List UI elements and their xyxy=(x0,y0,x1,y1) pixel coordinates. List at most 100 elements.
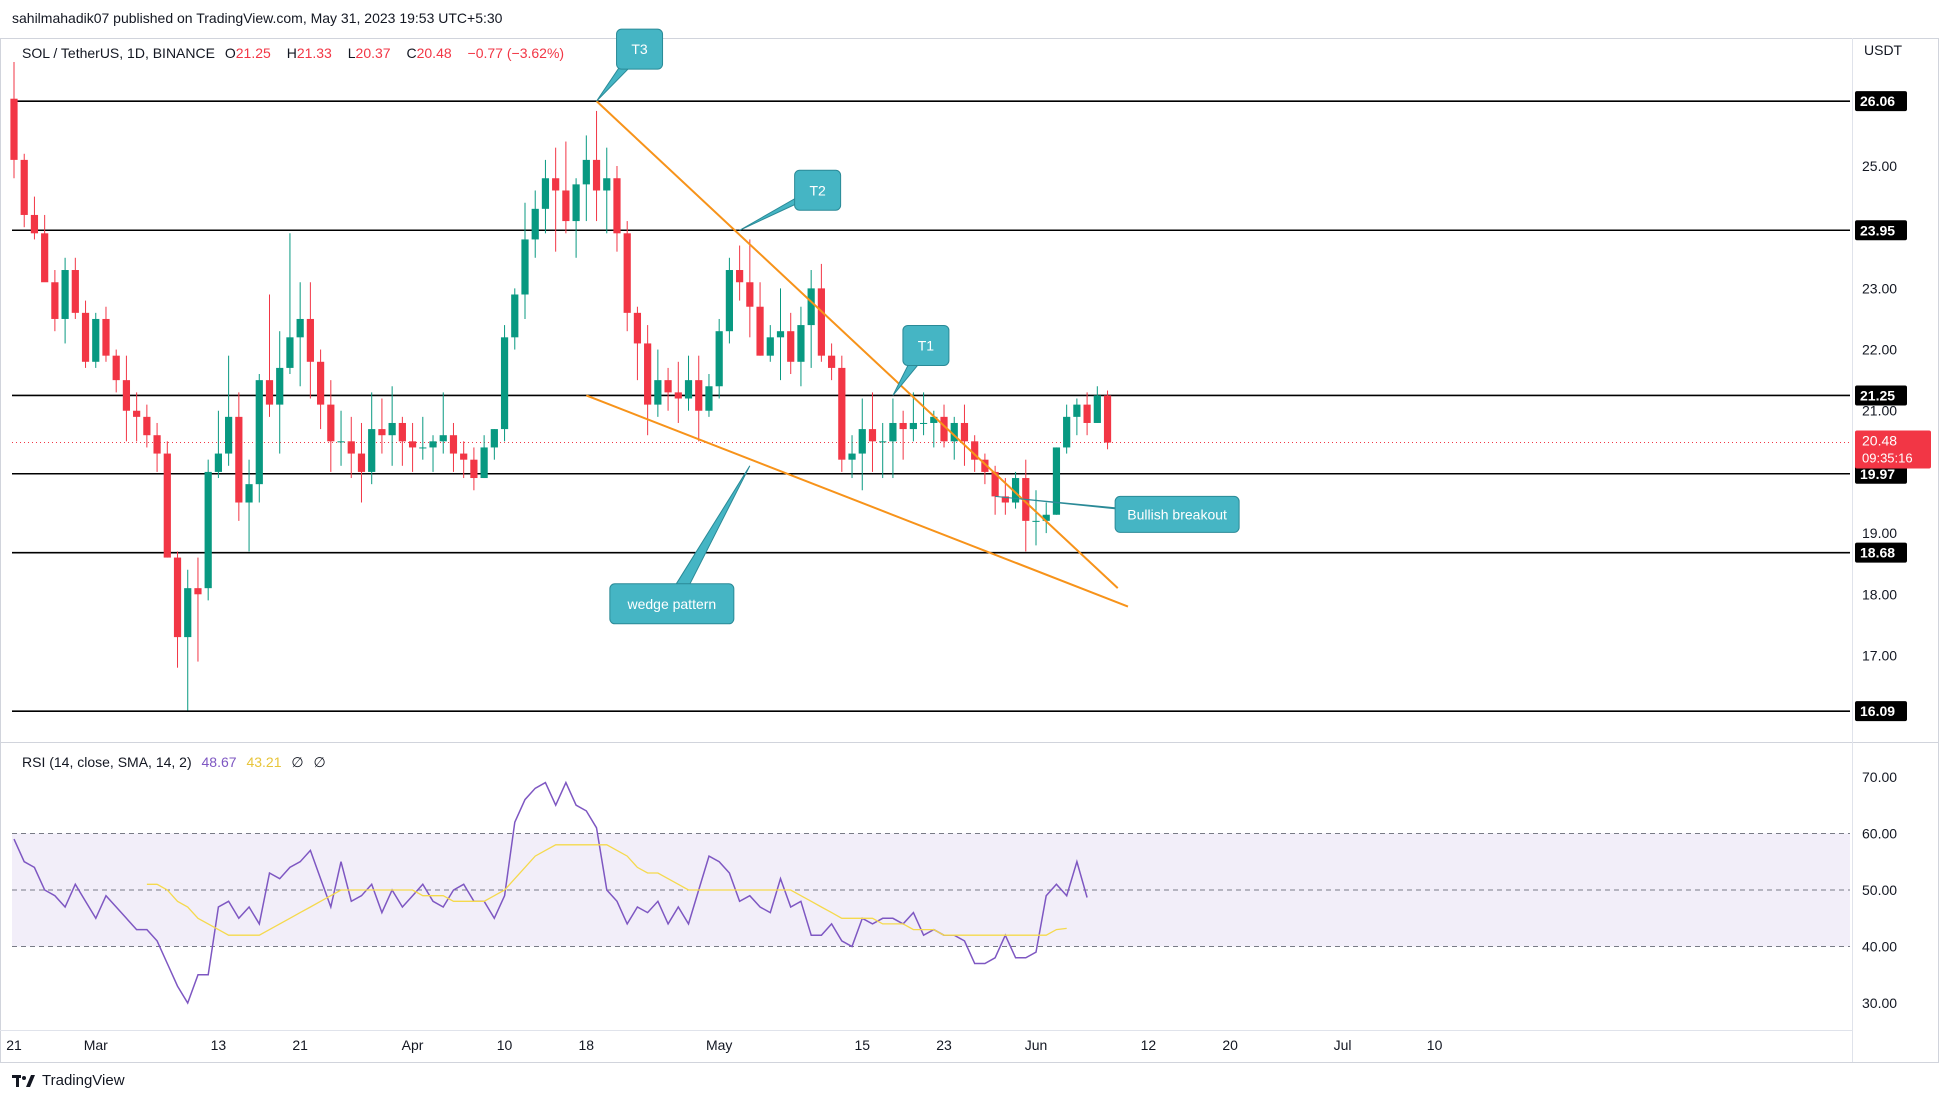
time-axis-tick: 10 xyxy=(1427,1037,1443,1053)
time-axis-tick: 21 xyxy=(6,1037,22,1053)
price-axis-tick: 25.00 xyxy=(1862,158,1897,174)
candle-body xyxy=(715,331,723,387)
candle-body xyxy=(919,422,928,424)
candle-body xyxy=(235,416,243,503)
candle-body xyxy=(776,331,785,338)
price-axis-tick: 19.00 xyxy=(1862,525,1897,541)
candle-body xyxy=(470,459,478,479)
candle-body xyxy=(1103,395,1112,443)
change-value: −0.77 (−3.62%) xyxy=(467,45,565,61)
candle-body xyxy=(30,214,39,234)
candle-body xyxy=(991,471,999,497)
candle-body xyxy=(613,178,621,234)
level-badge-label: 19.97 xyxy=(1860,466,1895,482)
level-badge xyxy=(1855,385,1907,406)
candle-body xyxy=(858,429,866,454)
low-value: 20.37 xyxy=(355,45,391,61)
candle-body xyxy=(306,318,314,362)
candle-body xyxy=(1063,416,1071,448)
callout-label: T1 xyxy=(918,337,935,353)
candle-body xyxy=(368,429,376,472)
candle-body xyxy=(317,361,325,405)
wedge-trendline xyxy=(585,394,1129,608)
rsi-title[interactable]: RSI (14, close, SMA, 14, 2) xyxy=(22,754,192,770)
candle-body xyxy=(1032,520,1040,522)
candle-body xyxy=(511,294,519,338)
candle-body xyxy=(51,282,59,319)
time-axis-tick: 23 xyxy=(936,1037,952,1053)
candle-body xyxy=(429,441,437,448)
candle-body xyxy=(623,233,631,313)
currency-label: USDT xyxy=(1864,42,1903,58)
candle-body xyxy=(552,178,560,191)
candle-body xyxy=(797,325,805,362)
time-axis-tick: Jul xyxy=(1334,1037,1352,1053)
time-axis-tick: 18 xyxy=(579,1037,595,1053)
candle-body xyxy=(725,270,733,332)
candle-body xyxy=(807,288,815,326)
candle-body xyxy=(378,429,386,436)
candle-body xyxy=(838,367,846,460)
candle-body xyxy=(184,588,192,638)
rsi-sma-line xyxy=(146,844,1067,936)
open-value: 21.25 xyxy=(235,45,271,61)
candle-body xyxy=(153,435,161,454)
time-axis-tick: 20 xyxy=(1222,1037,1238,1053)
time-axis-tick: 10 xyxy=(497,1037,513,1053)
candle-body xyxy=(133,410,141,417)
candle-body xyxy=(225,416,233,454)
chart-frame xyxy=(0,38,1939,1063)
close-label: C xyxy=(406,45,417,61)
price-axis-tick: 18.00 xyxy=(1862,586,1897,602)
candle-body xyxy=(204,471,212,589)
candle-body xyxy=(1052,447,1061,515)
candle-body xyxy=(1001,496,1009,503)
candle-body xyxy=(879,441,887,443)
rsi-axis-tick: 70.00 xyxy=(1862,769,1897,785)
time-axis-tick: 15 xyxy=(854,1037,870,1053)
candle-body xyxy=(664,380,672,393)
level-badge-label: 26.06 xyxy=(1860,93,1895,109)
symbol-legend: SOL / TetherUS, 1D, BINANCE O21.25 H21.3… xyxy=(22,45,570,61)
candle-body xyxy=(61,270,69,319)
candle-body xyxy=(848,453,856,460)
price-axis-tick: 22.00 xyxy=(1862,342,1897,358)
candle-body xyxy=(194,588,202,595)
candle-body xyxy=(695,380,703,411)
published-caption: sahilmahadik07 published on TradingView.… xyxy=(12,10,503,26)
tradingview-logo-icon xyxy=(12,1074,35,1087)
rsi-axis-tick: 50.00 xyxy=(1862,882,1897,898)
candle-body xyxy=(684,380,693,399)
tradingview-logo[interactable]: TradingView xyxy=(12,1072,125,1089)
level-badge-label: 18.68 xyxy=(1860,545,1895,561)
high-label: H xyxy=(286,45,297,61)
candle-body xyxy=(644,343,652,405)
candle-body xyxy=(572,184,580,222)
symbol-name[interactable]: SOL / TetherUS, 1D, BINANCE xyxy=(22,45,215,61)
callout-label: Bullish breakout xyxy=(1127,506,1227,522)
time-axis-tick: 21 xyxy=(292,1037,308,1053)
candle-body xyxy=(603,178,611,191)
level-badge-label: 23.95 xyxy=(1860,222,1895,238)
candle-body xyxy=(950,422,958,442)
level-badge-label: 21.25 xyxy=(1860,387,1895,403)
candle-body xyxy=(112,355,120,381)
candle-body xyxy=(245,484,253,503)
candle-body xyxy=(347,441,355,454)
candle-body xyxy=(960,422,969,442)
candle-body xyxy=(480,447,488,479)
time-axis-tick: 12 xyxy=(1141,1037,1157,1053)
rsi-value: 48.67 xyxy=(201,754,237,770)
candle-body xyxy=(674,392,682,399)
tradingview-brand: TradingView xyxy=(42,1072,125,1089)
candle-body xyxy=(940,416,948,442)
candle-body xyxy=(265,380,274,405)
candle-body xyxy=(787,331,795,362)
candle-body xyxy=(163,453,171,558)
callout-box xyxy=(616,28,664,70)
rsi-line xyxy=(13,780,1088,1005)
rsi-axis-tick: 30.00 xyxy=(1862,995,1897,1011)
candle-body xyxy=(296,318,304,338)
countdown-timer: 09:35:16 xyxy=(1862,451,1913,466)
